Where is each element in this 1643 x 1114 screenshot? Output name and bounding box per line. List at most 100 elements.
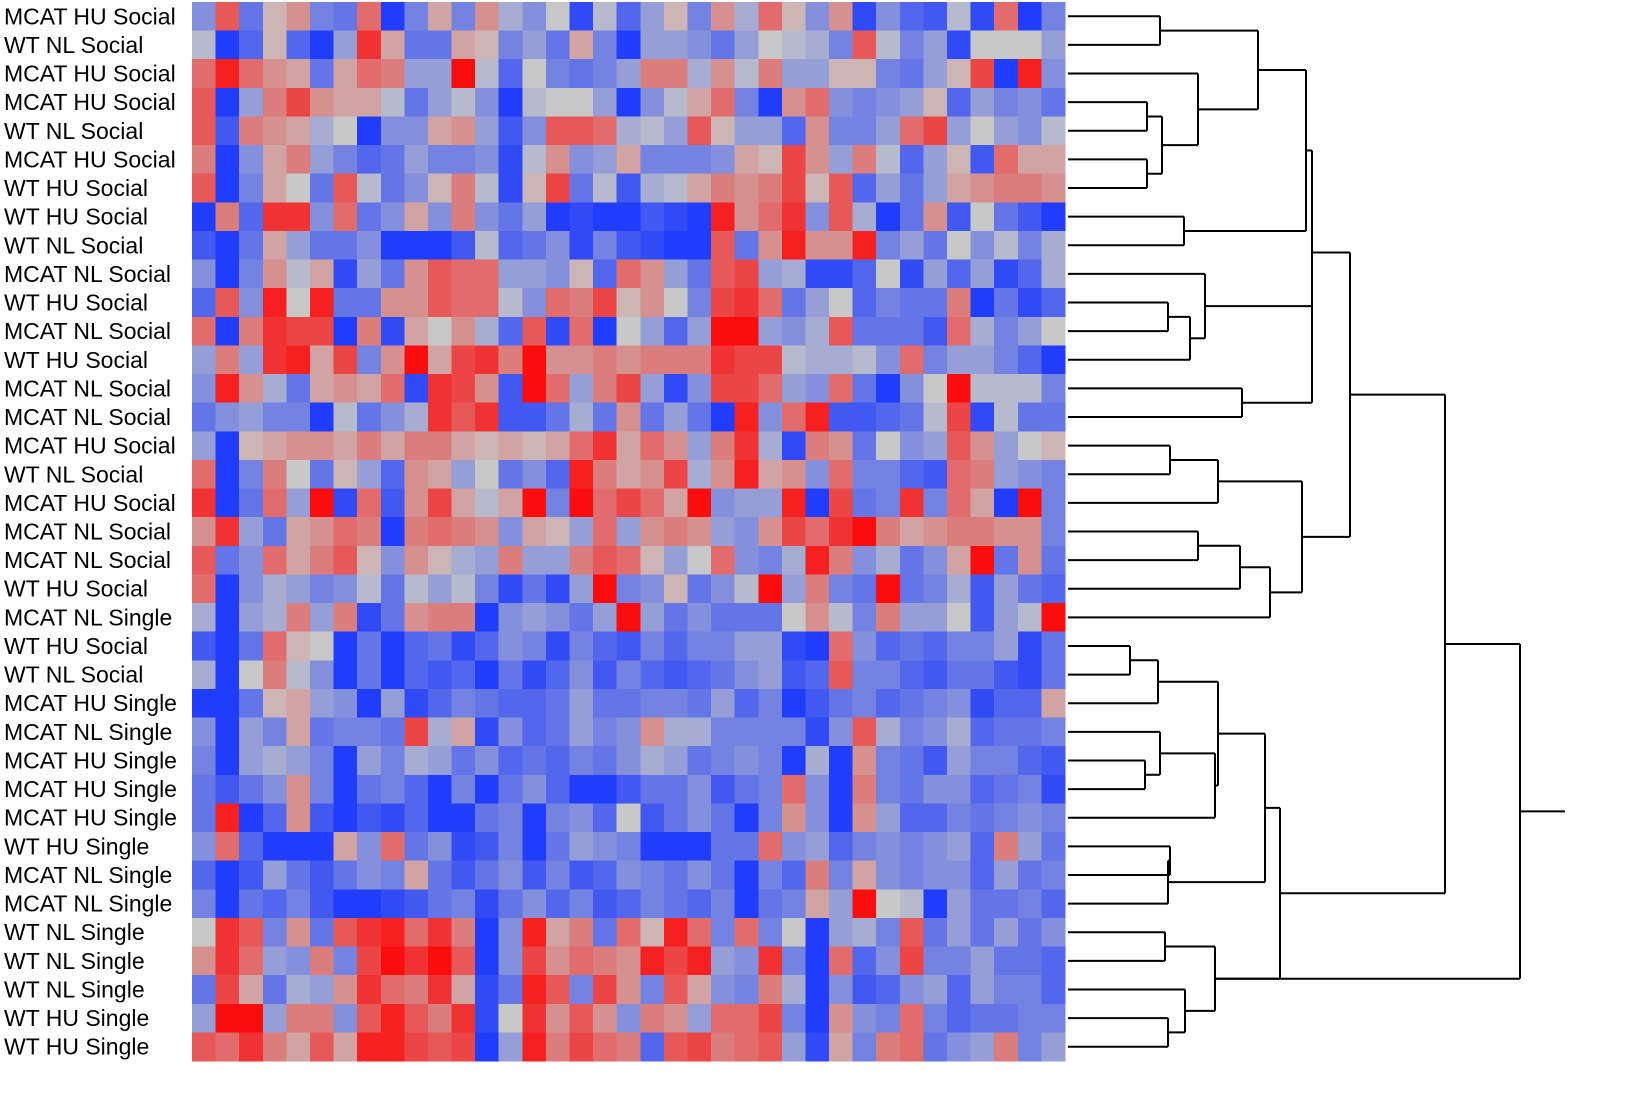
heatmap-cell	[404, 488, 429, 518]
heatmap-cell	[192, 860, 217, 890]
row-label: MCAT HU Single	[4, 776, 177, 802]
heatmap-cell	[852, 917, 877, 948]
heatmap-cell	[451, 946, 476, 976]
heatmap-cell	[286, 832, 311, 862]
heatmap-cell	[805, 1032, 830, 1062]
heatmap-cell	[852, 631, 877, 661]
heatmap-cell	[498, 946, 523, 976]
heatmap-cell	[545, 431, 571, 461]
heatmap-cell	[687, 459, 712, 490]
heatmap-cell	[545, 202, 571, 232]
row-label: MCAT HU Social	[4, 3, 176, 29]
heatmap-cell	[498, 545, 523, 576]
heatmap-cell	[640, 259, 665, 289]
heatmap-cell	[192, 631, 217, 661]
heatmap-cell	[192, 603, 217, 633]
heatmap-cell	[427, 87, 453, 118]
heatmap-cell	[545, 545, 571, 576]
heatmap-cell	[711, 402, 736, 432]
heatmap-cell	[734, 431, 759, 461]
heatmap-cell	[876, 774, 901, 804]
heatmap-cell	[829, 374, 854, 404]
heatmap-cell	[899, 832, 925, 862]
heatmap-cell	[970, 717, 995, 747]
heatmap-cell	[876, 59, 901, 89]
heatmap-cell	[451, 746, 476, 776]
heatmap-cell	[687, 259, 712, 289]
heatmap-cell	[1041, 517, 1066, 547]
heatmap-cell	[876, 603, 901, 633]
heatmap-cell	[734, 574, 759, 604]
heatmap-cell	[404, 688, 429, 719]
heatmap-cell	[994, 774, 1019, 804]
heatmap-cell	[781, 116, 807, 146]
heatmap-cell	[333, 488, 358, 518]
heatmap-cell	[711, 202, 736, 232]
heatmap-cell	[522, 860, 547, 890]
heatmap-cell	[309, 259, 335, 289]
heatmap-cell	[923, 975, 948, 1005]
heatmap-cell	[994, 431, 1019, 461]
heatmap-cell	[239, 631, 264, 661]
heatmap-cell	[687, 30, 712, 60]
heatmap-cell	[947, 345, 972, 375]
heatmap-cell	[475, 316, 500, 347]
heatmap-cell	[1041, 2, 1066, 32]
heatmap-cell	[286, 30, 311, 60]
heatmap-cell	[663, 1003, 689, 1033]
heatmap-cell	[734, 946, 759, 976]
heatmap-cell	[239, 860, 264, 890]
heatmap-cell	[522, 431, 547, 461]
heatmap-cell	[829, 202, 854, 232]
heatmap-cell	[947, 2, 972, 32]
heatmap-cell	[616, 173, 641, 203]
heatmap-cell	[192, 459, 217, 490]
heatmap-cell	[1041, 631, 1066, 661]
heatmap-cell	[522, 87, 547, 118]
row-label: MCAT NL Social	[4, 261, 171, 287]
heatmap-cell	[357, 116, 382, 146]
heatmap-cell	[451, 1032, 476, 1062]
heatmap-cell	[569, 459, 594, 490]
heatmap-cell	[899, 517, 925, 547]
heatmap-cell	[852, 30, 877, 60]
heatmap-cell	[876, 145, 901, 175]
heatmap-cell	[309, 116, 335, 146]
heatmap-cell	[1017, 2, 1042, 32]
heatmap-cell	[333, 688, 358, 719]
heatmap-cell	[781, 230, 807, 261]
heatmap-cell	[923, 746, 948, 776]
heatmap-cell	[781, 860, 807, 890]
heatmap-cell	[333, 574, 358, 604]
heatmap-cell	[876, 832, 901, 862]
heatmap-cell	[970, 374, 995, 404]
heatmap-cell	[758, 631, 783, 661]
heatmap-cell	[286, 946, 311, 976]
heatmap-cell	[711, 774, 736, 804]
heatmap-cell	[923, 202, 948, 232]
heatmap-cell	[239, 459, 264, 490]
heatmap-cell	[711, 946, 736, 976]
heatmap-cell	[569, 545, 594, 576]
heatmap-cell	[947, 517, 972, 547]
heatmap-cell	[899, 173, 925, 203]
heatmap-cell	[498, 1032, 523, 1062]
heatmap-cell	[805, 288, 830, 318]
heatmap-cell	[805, 774, 830, 804]
heatmap-cell	[309, 145, 335, 175]
heatmap-cell	[687, 860, 712, 890]
heatmap-cell	[380, 316, 405, 347]
heatmap-cell	[640, 116, 665, 146]
heatmap-cell	[947, 574, 972, 604]
heatmap-cell	[380, 459, 405, 490]
heatmap-cell	[734, 975, 759, 1005]
heatmap-cell	[876, 717, 901, 747]
heatmap-cell	[640, 860, 665, 890]
heatmap-cell	[380, 1032, 405, 1062]
heatmap-cell	[569, 145, 594, 175]
heatmap-cell	[805, 603, 830, 633]
heatmap-cell	[215, 574, 240, 604]
heatmap-cell	[994, 946, 1019, 976]
heatmap-cell	[404, 345, 429, 375]
heatmap-cell	[309, 717, 335, 747]
